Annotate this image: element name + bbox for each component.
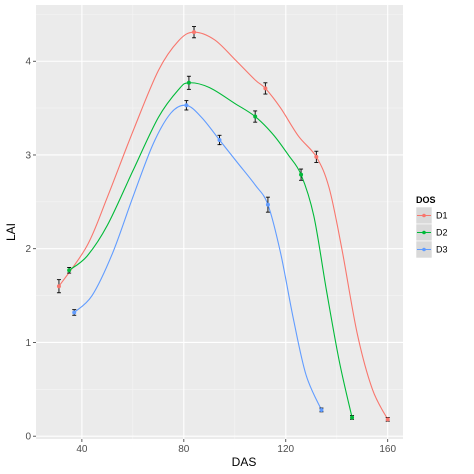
data-point-d1-1: [56, 284, 61, 289]
legend: DOS D1 D2 D3: [415, 195, 448, 259]
grid-lines: [36, 5, 403, 439]
series-line-d3: [73, 104, 322, 411]
legend-label-d2: D2: [436, 228, 448, 238]
legend-item-d2: D2: [415, 223, 448, 242]
data-point-d2-5: [350, 415, 355, 420]
y-tick-label: 0: [25, 432, 31, 443]
legend-label-d1: D1: [436, 211, 448, 221]
x-tick-label: 160: [379, 444, 396, 455]
data-point-d1-3: [263, 86, 268, 91]
data-point-d2-3: [253, 114, 258, 119]
y-tick-label: 4: [25, 57, 31, 68]
series-curves: [58, 31, 389, 420]
x-tick-label: 40: [76, 444, 88, 455]
axes: 40 80 120 160 0 1 2 3 4: [25, 57, 396, 455]
x-axis-title: DAS: [232, 455, 257, 469]
legend-item-d3: D3: [415, 240, 448, 259]
data-point-d1-2: [192, 30, 197, 35]
panel-background: [36, 5, 403, 439]
x-tick-label: 120: [277, 444, 294, 455]
y-axis-title: LAI: [4, 223, 18, 241]
data-point-d2-4: [299, 172, 304, 177]
legend-item-d1: D1: [415, 206, 448, 225]
data-point-d3-5: [319, 407, 324, 412]
legend-title: DOS: [416, 195, 436, 205]
data-point-d2-2: [186, 80, 191, 85]
series-line-d2: [68, 82, 353, 418]
legend-label-d3: D3: [436, 245, 448, 255]
x-tick-label: 80: [178, 444, 190, 455]
y-tick-label: 3: [25, 150, 31, 161]
plot-panel: [36, 5, 403, 439]
data-point-d2-1: [67, 268, 72, 273]
data-point-d3-2: [184, 103, 189, 108]
legend-key-point-d2: [422, 230, 426, 235]
series-line-d1: [58, 31, 389, 420]
data-point-d3-4: [265, 202, 270, 207]
data-point-d1-5: [385, 417, 390, 422]
y-tick-label: 2: [25, 244, 31, 255]
y-tick-label: 1: [25, 338, 31, 349]
data-point-d1-4: [314, 154, 319, 159]
data-point-d3-1: [72, 310, 77, 315]
legend-key-point-d1: [422, 213, 426, 218]
data-point-d3-3: [217, 137, 222, 142]
legend-key-point-d3: [422, 247, 426, 252]
data-marks: [56, 26, 390, 422]
